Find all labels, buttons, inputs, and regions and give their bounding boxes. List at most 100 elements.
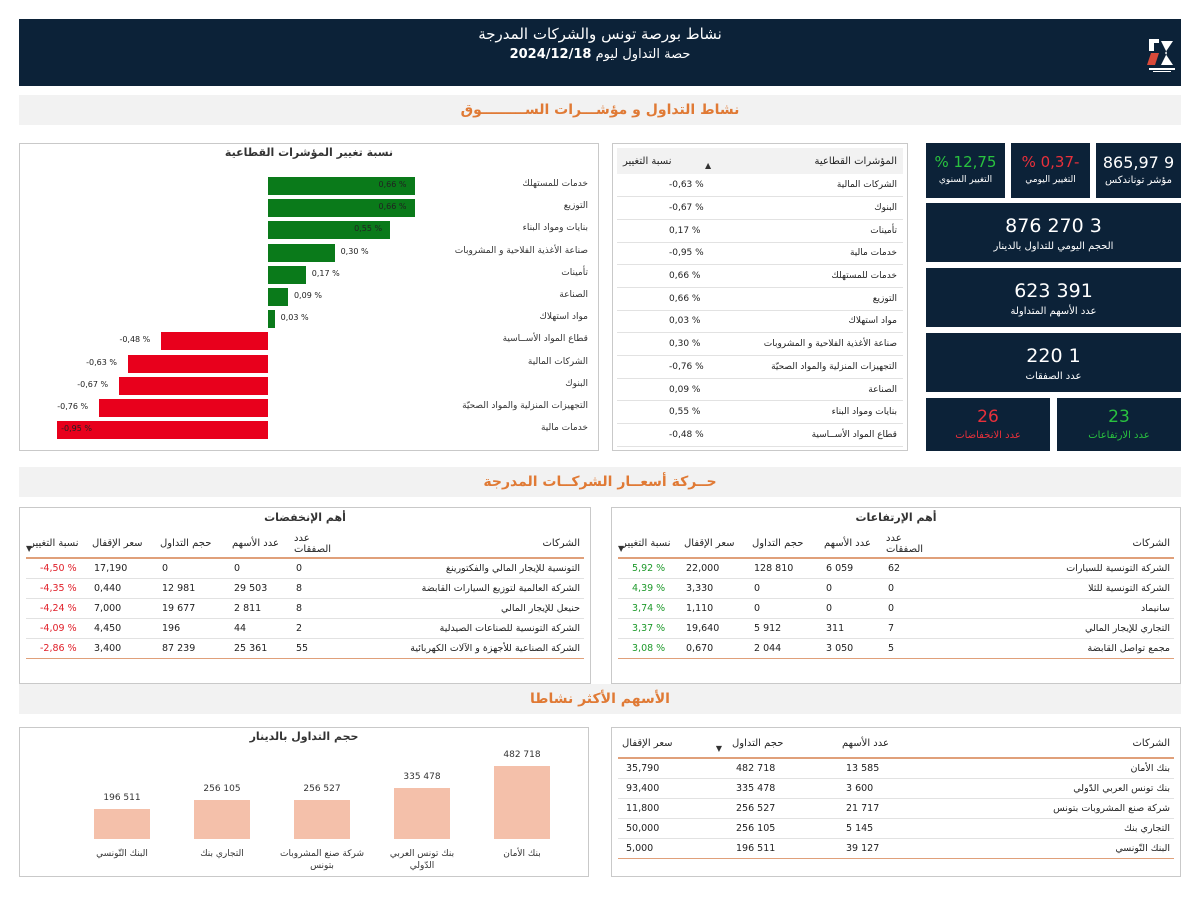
sector-change-cell: 0,66 % <box>617 264 729 288</box>
active-shares-cell: 5 145 <box>838 818 928 839</box>
sector-bar[interactable] <box>119 376 268 395</box>
sector-name-cell: التجهيزات المنزلية والمواد الصحيّة <box>728 355 903 379</box>
sector-table-row: صناعة الأغذية الفلاحية و المشروبات 0,30 % <box>617 332 903 356</box>
volume-bar-label: شركة صنع المشروبات بتونس <box>280 849 364 871</box>
sort-ascending-icon[interactable]: ▲ <box>705 161 712 170</box>
sector-bar[interactable] <box>268 243 335 262</box>
shares-cell: 2 811 <box>228 598 290 619</box>
sector-bar-row: 0,09 % الصناعة <box>20 288 598 306</box>
losers-col-shares[interactable]: عدد الأسهم <box>228 530 290 559</box>
close-cell: 4,450 <box>88 618 156 639</box>
change-cell: -2,86 % <box>26 638 88 659</box>
daily-volume-label: الحجم اليومي للتداول بالدينار <box>993 241 1114 252</box>
falls-card: 26 عدد الانخفاضات <box>926 398 1050 451</box>
sector-bar[interactable] <box>268 199 415 218</box>
gainers-col-close[interactable]: سعر الإقفال <box>680 530 748 559</box>
change-cell: -4,09 % <box>26 618 88 639</box>
sector-bar-row: -0,76 % التجهيزات المنزلية والمواد الصحيّ… <box>20 399 598 417</box>
company-cell: الشركة الصناعية للأجهزة و الآلات الكهربا… <box>352 638 584 659</box>
gainers-col-change[interactable]: نسبة التغيير ▼ <box>618 530 680 559</box>
shares-cell: 0 <box>820 598 882 619</box>
losers-col-close[interactable]: سعر الإقفال <box>88 530 156 559</box>
volume-bar-label: التجاري بنك <box>200 849 244 859</box>
sort-descending-icon[interactable]: ▼ <box>618 544 625 553</box>
sector-change-cell: -0,67 % <box>617 196 729 220</box>
sector-bar-row: 0,17 % تأمينات <box>20 265 598 284</box>
table-row: شركة صنع المشروبات بتونس 21 717 256 527 11,… <box>618 798 1174 819</box>
change-cell: -4,24 % <box>26 598 88 619</box>
active-col-close[interactable]: سعر الإقفال ▼ <box>618 730 728 759</box>
active-col-shares[interactable]: عدد الأسهم <box>838 730 928 759</box>
sector-bar-label: مواد استهلاك <box>539 312 588 323</box>
volume-cell: 5 912 <box>748 618 820 639</box>
sector-bar-label: خدمات للمستهلك <box>522 179 588 189</box>
sector-table-row: التوزيع 0,66 % <box>617 287 903 311</box>
sector-bar-value: -0,63 % <box>86 357 117 367</box>
sector-bar[interactable] <box>128 354 268 373</box>
trades-cell: 8 <box>290 598 352 619</box>
volume-bar[interactable] <box>394 788 450 839</box>
close-cell: 19,640 <box>680 618 748 639</box>
gainers-col-company[interactable]: الشركات <box>944 530 1174 559</box>
sector-bar[interactable] <box>161 332 268 351</box>
sector-bar[interactable] <box>268 310 275 329</box>
volume-bar-label: بنك تونس العربي الدّولي <box>389 849 455 871</box>
active-shares-cell: 13 585 <box>838 758 928 779</box>
volume-bar[interactable] <box>294 800 350 839</box>
sort-descending-icon[interactable]: ▼ <box>715 744 722 753</box>
sector-table-row: التجهيزات المنزلية والمواد الصحيّة -0,76 … <box>617 355 903 379</box>
change-cell: 3,74 % <box>618 598 680 619</box>
sector-bar[interactable] <box>268 265 306 284</box>
active-col-volume[interactable]: حجم التداول <box>728 730 838 759</box>
annual-change-value: 12,75 % <box>934 153 997 171</box>
page-subtitle: حصة التداول ليوم 2024/12/18 <box>19 47 1181 62</box>
sector-bar[interactable] <box>268 288 288 306</box>
sector-change-cell: -0,95 % <box>617 242 729 266</box>
gainers-col-trades[interactable]: عدد الصفقات <box>882 530 944 559</box>
sector-table-row: مواد استهلاك 0,03 % <box>617 310 903 334</box>
trades-cell: 2 <box>290 618 352 639</box>
sector-bar[interactable] <box>268 177 415 195</box>
volume-bar[interactable] <box>494 766 550 839</box>
sector-bar[interactable] <box>57 421 268 440</box>
tunindex-card: 9 865,97 مؤشر توناندكس <box>1096 143 1181 198</box>
active-col-company[interactable]: الشركات <box>928 730 1174 759</box>
page-header: نشاط بورصة تونس والشركات المدرجة حصة الت… <box>19 19 1181 86</box>
losers-col-change[interactable]: نسبة التغيير ▼ <box>26 530 88 559</box>
losers-col-company[interactable]: الشركات <box>352 530 584 559</box>
sector-col-header[interactable]: المؤشرات القطاعية <box>728 148 903 174</box>
losers-col-trades[interactable]: عدد الصفقات <box>290 530 352 559</box>
trades-count-value: 1 220 <box>1026 345 1081 367</box>
trades-cell: 7 <box>882 618 944 639</box>
table-row: الشركة التونسية للصناعات الصيدلية 2 44 196 4… <box>26 618 584 639</box>
volume-cell: 19 677 <box>156 598 228 619</box>
volume-bar[interactable] <box>94 809 150 839</box>
losers-col-volume[interactable]: حجم التداول <box>156 530 228 559</box>
volume-bar[interactable] <box>194 800 250 839</box>
sector-bar-label: الصناعة <box>559 290 588 300</box>
top-losers-body: التونسية للإيجار المالي والفكتورينغ 0 0 0 17… <box>26 558 584 659</box>
gainers-col-volume-label: حجم التداول <box>752 538 804 549</box>
close-cell: 0,670 <box>680 638 748 659</box>
volume-bar-value: 196 511 <box>103 793 141 804</box>
sort-descending-icon[interactable]: ▼ <box>26 544 33 553</box>
sector-bar-value: 0,17 % <box>311 268 340 278</box>
active-company-cell: التجاري بنك <box>928 818 1174 839</box>
shares-cell: 0 <box>228 558 290 579</box>
company-cell: التجاري للإيجار المالي <box>944 618 1174 639</box>
sector-index-table-panel: المؤشرات القطاعية نسبة التغيير ▲ الشركات… <box>612 143 908 451</box>
sector-table-row: الشركات المالية -0,63 % <box>617 174 903 198</box>
losers-col-close-label: سعر الإقفال <box>92 538 143 549</box>
sector-bar[interactable] <box>99 399 268 417</box>
sector-bar-row: -0,95 % خدمات مالية <box>20 421 598 440</box>
daily-change-label: التغيير اليومي <box>1025 175 1076 185</box>
sector-bar-value: 0,66 % <box>378 180 407 189</box>
sector-change-col-header[interactable]: نسبة التغيير ▲ <box>617 148 729 174</box>
gainers-col-shares[interactable]: عدد الأسهم <box>820 530 882 559</box>
gainers-col-volume[interactable]: حجم التداول <box>748 530 820 559</box>
sector-bar[interactable] <box>268 221 391 240</box>
table-row: الشركة التونسية للسيارات 62 6 059 128 810 22… <box>618 558 1174 579</box>
company-cell: الشركة التونسية للسيارات <box>944 558 1174 579</box>
active-company-cell: بنك الأمان <box>928 758 1174 779</box>
shares-cell: 29 503 <box>228 578 290 599</box>
